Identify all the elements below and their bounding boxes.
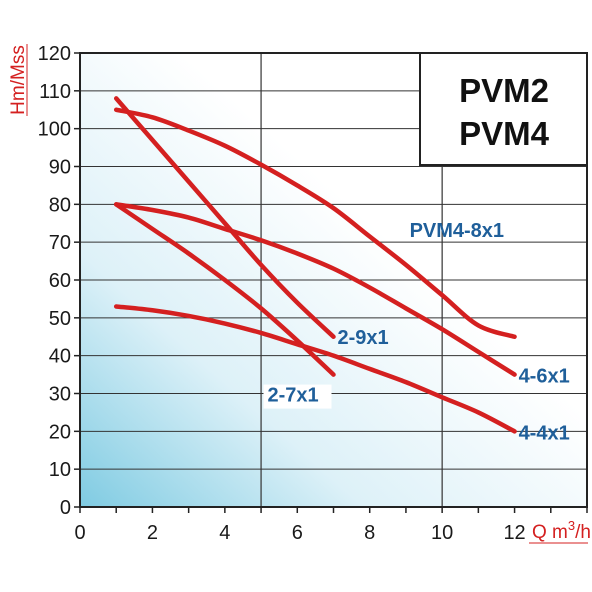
- y-tick-label: 110: [39, 81, 71, 103]
- curve-4-4x1: [113, 304, 517, 434]
- y-axis-title: Hm/Mss: [8, 45, 29, 115]
- x-tick-label: 2: [147, 522, 158, 544]
- y-tick-label: 60: [49, 270, 71, 292]
- curve-label-2-7x1: 2-7x1: [268, 385, 319, 407]
- y-tick-label: 70: [49, 232, 71, 254]
- model-title-box: PVM2 PVM4: [419, 52, 588, 166]
- x-tick-label: 10: [431, 522, 453, 544]
- curve-label-bg: [263, 384, 332, 409]
- x-tick-label: 12: [503, 522, 525, 544]
- y-tick-label: 20: [49, 421, 71, 443]
- y-tick-label: 90: [49, 157, 71, 179]
- model-title-line-1: PVM2: [459, 72, 549, 109]
- curve-pvm4-8x1: [113, 107, 517, 339]
- y-tick-label: 50: [49, 308, 71, 330]
- curve-4-6x1: [113, 202, 517, 377]
- x-tick-label: 0: [74, 522, 85, 544]
- model-title-line-2: PVM4: [459, 115, 550, 152]
- y-tick-label: 120: [38, 43, 71, 65]
- x-tick-label: 8: [364, 522, 375, 544]
- y-tick-label: 10: [49, 459, 71, 481]
- curve-2-9x1: [113, 96, 336, 339]
- grid: [80, 53, 587, 507]
- curve-label-4-6x1: 4-6x1: [519, 366, 570, 388]
- curve-label-pvm4-8x1: PVM4-8x1: [410, 220, 505, 242]
- y-tick-label: 100: [38, 119, 71, 141]
- y-tick-label: 30: [49, 384, 71, 406]
- curve-2-7x1: [113, 202, 336, 377]
- tick-labels: 0 10 20 30 40 50 60 70 80 90 100 110 120 0 2 4 6 8 10 12: [38, 43, 588, 544]
- x-axis-title: Q m3/h: [529, 518, 591, 544]
- model-title-frame: [419, 52, 588, 166]
- y-tick-label: 80: [49, 194, 71, 216]
- x-axis-title-text: Q m3/h: [532, 518, 591, 543]
- y-tick-label: 40: [49, 346, 71, 368]
- y-tick-label: 0: [60, 497, 71, 519]
- x-tick-label: 6: [292, 522, 303, 544]
- curve-label-4-4x1: 4-4x1: [519, 422, 570, 444]
- x-tick-label: 4: [219, 522, 230, 544]
- curves: PVM4-8x1 4-6x1 4-4x1 2-9x1 2-7x1: [113, 96, 570, 444]
- curve-label-2-9x1: 2-9x1: [338, 327, 389, 349]
